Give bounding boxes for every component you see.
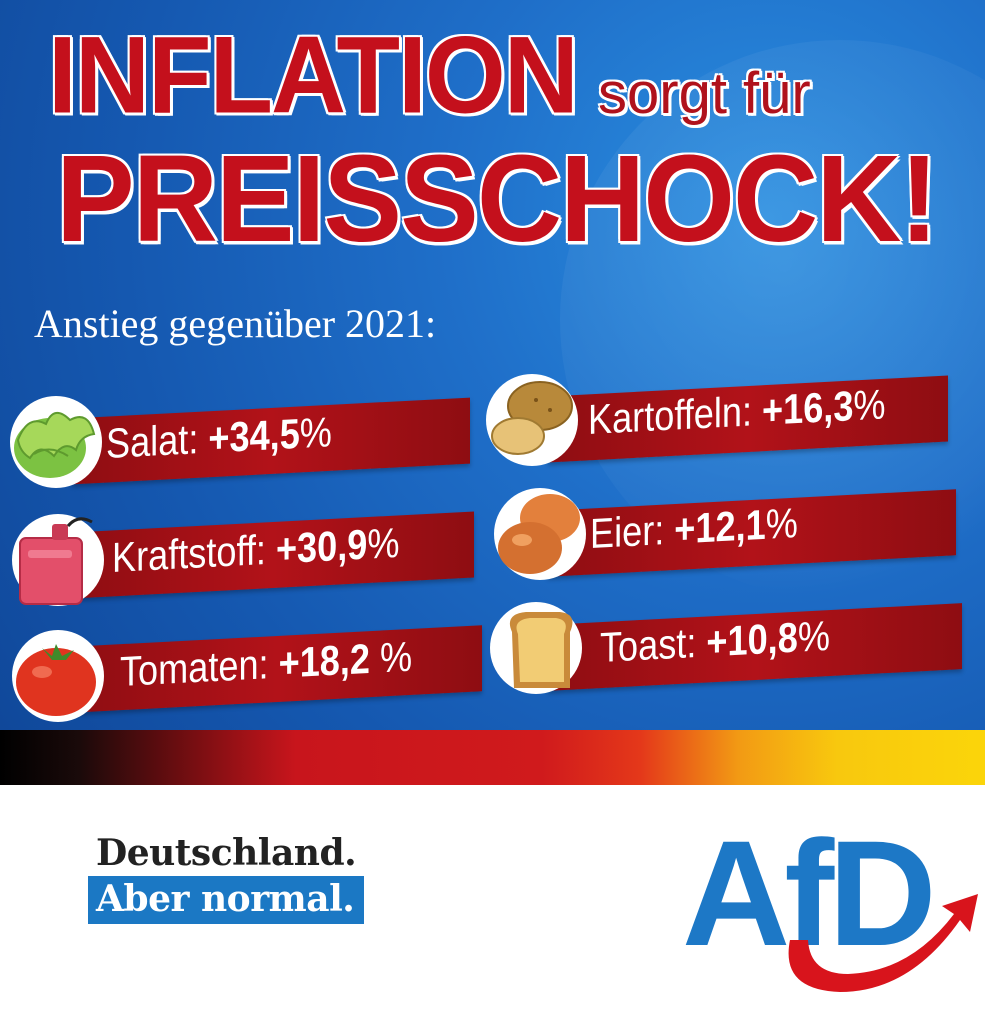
flag-stripe [0, 730, 985, 785]
headline-inflation: INFLATION [48, 14, 579, 137]
fuel-canister-icon [12, 514, 104, 606]
toast-icon [490, 602, 582, 694]
item-label: Salat: [106, 415, 199, 467]
item-label: Toast: [600, 618, 697, 671]
potato-icon [486, 374, 578, 466]
poster-panel: INFLATION sorgt für PREISSCHOCK! Anstieg… [0, 0, 985, 730]
headline-preisschock: PREISSCHOCK! [56, 129, 939, 269]
headline-sorgt-fuer: sorgt für [598, 61, 811, 126]
item-label: Eier: [590, 506, 665, 557]
item-value: +18,2 [278, 634, 371, 687]
item-unit: % [299, 408, 332, 457]
tomato-icon [12, 630, 104, 722]
item-value: +12,1 [674, 500, 766, 553]
item-value: +16,3 [762, 382, 854, 434]
item-value: +34,5 [208, 409, 300, 462]
item-value: +30,9 [275, 520, 368, 573]
item-label: Tomaten: [120, 640, 269, 695]
item-label: Kraftstoff: [112, 525, 266, 581]
item-unit: % [370, 632, 413, 682]
logo-arrow-icon [788, 894, 978, 992]
item-unit: % [797, 611, 830, 661]
afd-logo: AfD [682, 809, 937, 977]
price-label-eier: Eier: +12,1% [590, 497, 798, 560]
item-unit: % [853, 380, 886, 430]
item-unit: % [765, 499, 798, 548]
egg-icon [494, 488, 586, 580]
item-unit: % [367, 518, 400, 568]
slogan-line-1: Deutschland. [96, 832, 357, 874]
item-label: Kartoffeln: [588, 387, 752, 443]
item-value: +10,8 [706, 613, 798, 666]
lettuce-icon [10, 396, 102, 488]
subtitle: Anstieg gegenüber 2021: [34, 301, 437, 346]
slogan-line-2: Aber normal. [88, 876, 365, 924]
